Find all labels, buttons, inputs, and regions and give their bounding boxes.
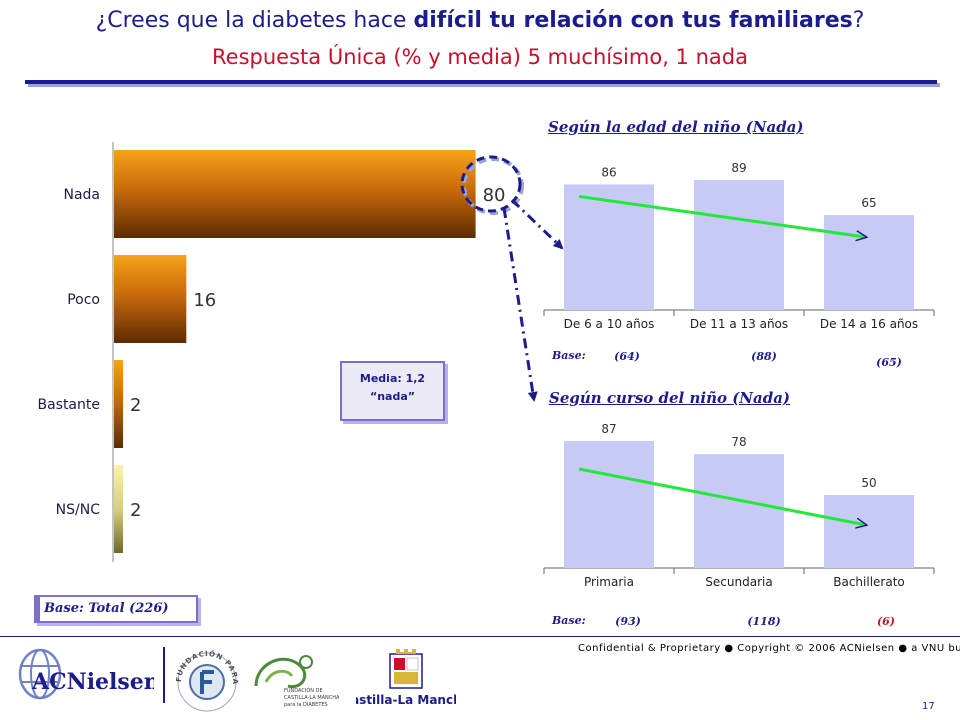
main-category-label: NS/NC [56,502,101,518]
main-value-label: 2 [130,395,141,416]
age-base-1: (64) [614,350,640,363]
bar-value-label: 50 [861,476,876,490]
title-text-pre: ¿Crees que la diabetes hace [95,8,414,33]
confidential-notice: Confidential & Proprietary ● Copyright ©… [578,643,960,654]
trend-arrow [578,194,866,237]
main-value-label: 80 [483,185,506,206]
x-tick-label: Bachillerato [833,575,905,589]
bar-value-label: 89 [731,161,746,175]
main-category-label: Poco [67,292,100,308]
clm-logo-text: Castilla-La Mancha [356,693,456,707]
title-text-post: ? [852,8,865,33]
page-title: ¿Crees que la diabetes hace difícil tu r… [0,8,960,34]
x-tick-label: Primaria [584,575,634,589]
bar-de-14-a-16-a-os [824,215,914,310]
course-chart: 87 Primaria 78 Secundaria 50 Bachillerato [543,422,935,589]
mean-box: Media: 1,2 “nada” [340,361,445,421]
bar-primaria [564,440,654,568]
x-tick-label: De 6 a 10 años [564,317,655,331]
course-base-2: (118) [747,615,781,628]
page-subtitle: Respuesta Única (% y media) 5 muchísimo,… [212,45,748,69]
main-bar-poco [114,255,187,343]
main-category-label: Bastante [37,397,100,413]
bar-secundaria [694,454,784,568]
age-base-2: (88) [751,350,777,363]
main-bar-nada [114,150,476,238]
bar-value-label: 78 [731,435,746,449]
x-tick-label: De 14 a 16 años [820,317,918,331]
fclm-text-2: CASTILLA-LA MANCHA [284,695,340,701]
footer-divider [0,636,960,637]
x-tick-label: Secundaria [705,575,772,589]
bar-de-11-a-13-a-os [694,180,784,310]
fundacion-diabetes-logo: FUNDACIÓN PARA LA DIABETES [172,642,238,712]
fclm-text-3: para la DIABETES [284,702,328,708]
main-chart: Nada 80 Poco 16 Bastante 2 NS/NC 2 [37,142,564,562]
course-chart-title: Según curso del niño (Nada) [549,389,791,407]
main-value-label: 2 [130,500,141,521]
highlight-ellipse [460,155,522,213]
base-total-badge: Base: Total (226) [34,595,198,623]
fundacion-clm-logo: FUNDACIÓN DE CASTILLA-LA MANCHA para la … [254,655,340,708]
acnielsen-logo: ACNielsen [18,648,154,700]
main-bar-ns-nc [114,465,124,553]
x-tick-label: De 11 a 13 años [690,317,788,331]
castilla-la-mancha-logo: Castilla-La Mancha [356,649,456,707]
fclm-text-1: FUNDACIÓN DE [284,687,323,694]
highlight-ellipse-shadow [462,157,524,215]
title-underline [25,80,937,84]
logo-divider [163,647,165,703]
main-category-label: Nada [63,187,100,203]
main-bar-bastante [114,360,124,448]
course-base-label: Base: [552,614,586,627]
mean-label: “nada” [369,390,415,403]
acnielsen-logo-text: ACNielsen [31,669,154,695]
main-value-label: 16 [193,290,216,311]
title-text-bold: difícil tu relación con tus familiares [413,8,853,33]
course-base-1: (93) [615,615,641,628]
trend-arrow [578,467,866,525]
bar-value-label: 86 [601,165,616,179]
course-base-3: (6) [876,615,896,628]
bar-de-6-a-10-a-os [564,184,654,310]
connector-arrow-course [502,207,538,402]
age-base-3: (65) [876,356,902,369]
age-chart: 86 De 6 a 10 años 89 De 11 a 13 años 65 De 14… [543,161,935,331]
age-chart-title: Según la edad del niño (Nada) [548,118,804,136]
bar-value-label: 87 [601,422,616,436]
mean-value: Media: 1,2 [359,372,426,385]
page-number: 17 [922,701,935,712]
bar-bachillerato [824,495,914,568]
age-base-label: Base: [552,349,586,362]
bar-value-label: 65 [861,196,876,210]
